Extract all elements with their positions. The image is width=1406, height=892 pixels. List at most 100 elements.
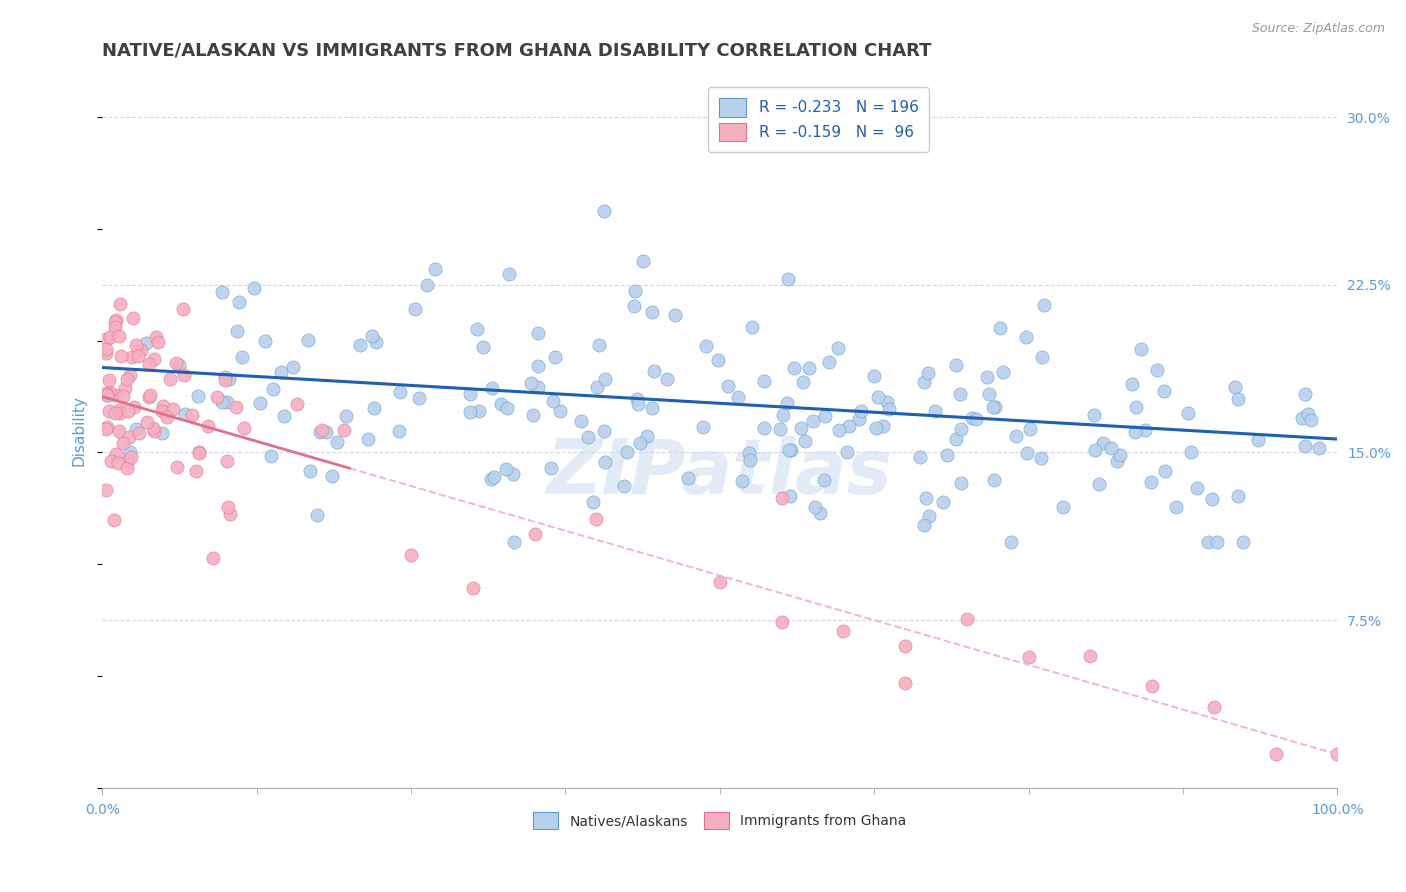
Point (187, 445, 209, 459)
Point (981, 400, 1004, 414)
Point (142, 420, 165, 434)
Point (125, 422, 148, 436)
Point (273, 409, 295, 424)
Point (117, 453, 139, 467)
Point (225, 401, 247, 415)
Point (828, 423, 851, 437)
Point (357, 432, 380, 446)
Point (425, 262, 447, 277)
Point (138, 388, 160, 402)
Point (585, 380, 607, 394)
Point (1294, 439, 1316, 453)
Point (527, 359, 550, 374)
Text: Source: ZipAtlas.com: Source: ZipAtlas.com (1251, 22, 1385, 36)
Point (1180, 445, 1202, 459)
Point (187, 388, 209, 402)
Point (129, 343, 152, 358)
Point (1187, 481, 1209, 495)
Point (408, 391, 430, 405)
Point (1031, 351, 1053, 365)
Point (783, 361, 806, 376)
Point (162, 401, 184, 416)
Point (1225, 379, 1247, 393)
Point (262, 382, 284, 396)
Point (863, 369, 886, 384)
Point (803, 500, 825, 514)
Point (1018, 422, 1040, 436)
Point (991, 365, 1014, 379)
Point (315, 425, 337, 439)
Point (808, 506, 831, 520)
Point (115, 461, 138, 475)
Point (776, 271, 799, 285)
Point (936, 448, 959, 462)
Point (118, 368, 141, 382)
Point (977, 386, 1000, 401)
Point (770, 615, 793, 630)
Point (458, 405, 481, 419)
Point (215, 454, 238, 468)
Point (135, 335, 157, 350)
Y-axis label: Disability: Disability (72, 394, 86, 466)
Point (540, 460, 562, 475)
Point (917, 366, 939, 380)
Point (792, 375, 814, 389)
Point (894, 675, 917, 690)
Point (249, 396, 271, 410)
Point (1092, 436, 1115, 450)
Point (707, 353, 730, 368)
Point (94, 346, 117, 360)
Point (641, 401, 664, 416)
Point (152, 404, 174, 418)
Point (173, 368, 195, 382)
Point (1299, 413, 1322, 427)
Point (793, 434, 815, 448)
Point (876, 395, 898, 409)
Point (932, 495, 955, 509)
Point (912, 376, 935, 390)
Point (416, 278, 439, 293)
Point (108, 406, 131, 420)
Point (107, 328, 129, 343)
Point (226, 324, 249, 338)
Point (624, 284, 647, 298)
Point (399, 548, 422, 562)
Point (626, 392, 648, 406)
Point (1083, 408, 1105, 422)
Point (1232, 535, 1254, 549)
Point (776, 395, 799, 409)
Point (127, 349, 149, 363)
Point (388, 424, 411, 438)
Point (405, 302, 427, 317)
Point (1227, 392, 1250, 407)
Point (309, 425, 332, 439)
Point (98, 384, 121, 399)
Point (983, 473, 1005, 487)
Point (1140, 679, 1163, 693)
Point (918, 508, 941, 523)
Point (231, 351, 253, 365)
Point (285, 397, 308, 411)
Point (94, 483, 117, 497)
Point (94, 342, 117, 356)
Legend: Natives/Alaskans, Immigrants from Ghana: Natives/Alaskans, Immigrants from Ghana (527, 806, 912, 835)
Point (1084, 442, 1107, 457)
Point (1197, 535, 1219, 549)
Point (641, 305, 664, 319)
Point (1264, 747, 1286, 762)
Point (107, 456, 129, 470)
Point (211, 395, 233, 409)
Point (851, 404, 873, 418)
Point (489, 396, 512, 410)
Text: NATIVE/ALASKAN VS IMMIGRANTS FROM GHANA DISABILITY CORRELATION CHART: NATIVE/ALASKAN VS IMMIGRANTS FROM GHANA … (103, 42, 932, 60)
Point (148, 334, 170, 349)
Point (741, 319, 763, 334)
Point (1153, 384, 1175, 398)
Point (98, 373, 121, 387)
Point (789, 421, 811, 435)
Point (135, 415, 157, 429)
Point (1017, 446, 1039, 460)
Point (502, 467, 524, 481)
Point (818, 355, 841, 369)
Point (98, 330, 121, 344)
